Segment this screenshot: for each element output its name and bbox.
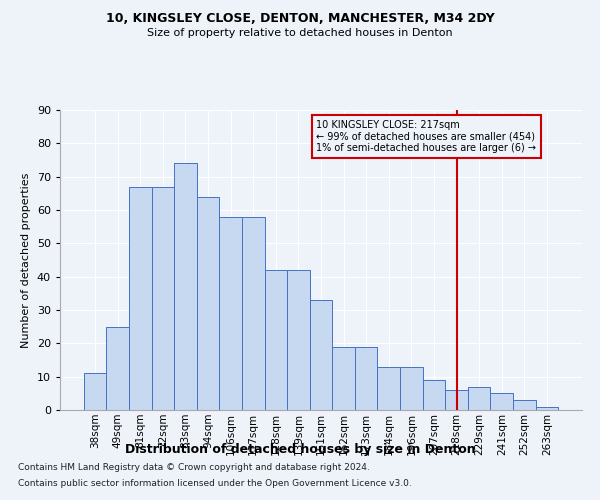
Bar [106,326,129,410]
Bar [490,394,513,410]
Bar [355,346,377,410]
Bar [332,346,355,410]
Text: Contains public sector information licensed under the Open Government Licence v3: Contains public sector information licen… [18,478,412,488]
Bar [287,270,310,410]
Bar [84,374,106,410]
Text: Distribution of detached houses by size in Denton: Distribution of detached houses by size … [125,442,475,456]
Bar [400,366,422,410]
Bar [422,380,445,410]
Bar [152,186,174,410]
Bar [129,186,152,410]
Bar [377,366,400,410]
Text: Contains HM Land Registry data © Crown copyright and database right 2024.: Contains HM Land Registry data © Crown c… [18,464,370,472]
Bar [468,386,490,410]
Y-axis label: Number of detached properties: Number of detached properties [21,172,31,348]
Bar [310,300,332,410]
Bar [220,216,242,410]
Bar [242,216,265,410]
Bar [536,406,558,410]
Text: 10, KINGSLEY CLOSE, DENTON, MANCHESTER, M34 2DY: 10, KINGSLEY CLOSE, DENTON, MANCHESTER, … [106,12,494,26]
Bar [445,390,468,410]
Text: 10 KINGSLEY CLOSE: 217sqm
← 99% of detached houses are smaller (454)
1% of semi-: 10 KINGSLEY CLOSE: 217sqm ← 99% of detac… [316,120,536,153]
Bar [197,196,220,410]
Bar [513,400,536,410]
Bar [265,270,287,410]
Text: Size of property relative to detached houses in Denton: Size of property relative to detached ho… [147,28,453,38]
Bar [174,164,197,410]
